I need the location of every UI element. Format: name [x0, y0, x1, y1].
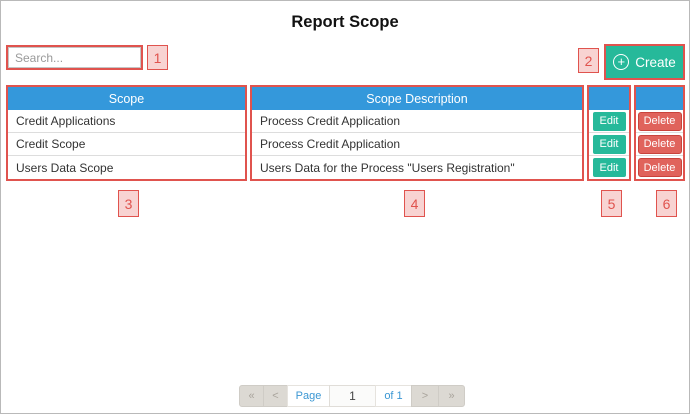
table-cell-edit: Edit [589, 156, 629, 179]
pagination-page-input[interactable] [329, 385, 376, 407]
search-input[interactable] [8, 47, 141, 68]
table-cell-edit: Edit [589, 110, 629, 133]
table-cell-scope: Credit Applications [8, 110, 245, 133]
pagination: « < Page of 1 > » [239, 385, 465, 407]
pagination-page-label: Page [287, 385, 330, 407]
plus-circle-icon: + [613, 54, 630, 70]
annotation-box-search [6, 45, 143, 70]
annotation-box-create: + Create [604, 44, 685, 80]
edit-button[interactable]: Edit [592, 111, 626, 131]
edit-button[interactable]: Edit [592, 158, 626, 177]
annotation-label-5: 5 [601, 190, 622, 217]
column-header-scope: Scope [8, 87, 245, 110]
pagination-last-button[interactable]: » [438, 385, 465, 407]
create-button-label: Create [635, 54, 676, 70]
table-cell-description: Process Credit Application [252, 133, 582, 156]
annotation-label-3: 3 [118, 190, 139, 217]
delete-button[interactable]: Delete [637, 111, 682, 131]
annotation-label-4: 4 [404, 190, 425, 217]
table-cell-delete: Delete [636, 110, 683, 133]
delete-button[interactable]: Delete [637, 134, 682, 154]
pagination-prev-button[interactable]: < [263, 385, 288, 407]
annotation-box-delete-column: Delete Delete Delete [634, 85, 685, 181]
annotation-box-scope-column: Scope Credit Applications Credit Scope U… [6, 85, 247, 181]
annotation-label-6: 6 [656, 190, 677, 217]
edit-button[interactable]: Edit [592, 134, 626, 154]
table-cell-edit: Edit [589, 133, 629, 156]
table-cell-description: Process Credit Application [252, 110, 582, 133]
table-cell-delete: Delete [636, 133, 683, 156]
table-cell-delete: Delete [636, 156, 683, 179]
annotation-box-description-column: Scope Description Process Credit Applica… [250, 85, 584, 181]
annotation-box-edit-column: Edit Edit Edit [587, 85, 631, 181]
column-header-edit [589, 87, 629, 110]
column-header-delete [636, 87, 683, 110]
pagination-of-label: of 1 [375, 385, 412, 407]
annotation-label-2: 2 [578, 48, 599, 73]
page-title: Report Scope [291, 13, 399, 31]
table-cell-scope: Users Data Scope [8, 156, 245, 179]
create-button[interactable]: + Create [606, 46, 683, 78]
pagination-next-button[interactable]: > [411, 385, 439, 407]
annotation-label-1: 1 [147, 45, 168, 70]
delete-button[interactable]: Delete [637, 158, 682, 177]
table-cell-description: Users Data for the Process "Users Regist… [252, 156, 582, 179]
column-header-description: Scope Description [252, 87, 582, 110]
table-cell-scope: Credit Scope [8, 133, 245, 156]
pagination-first-button[interactable]: « [239, 385, 264, 407]
